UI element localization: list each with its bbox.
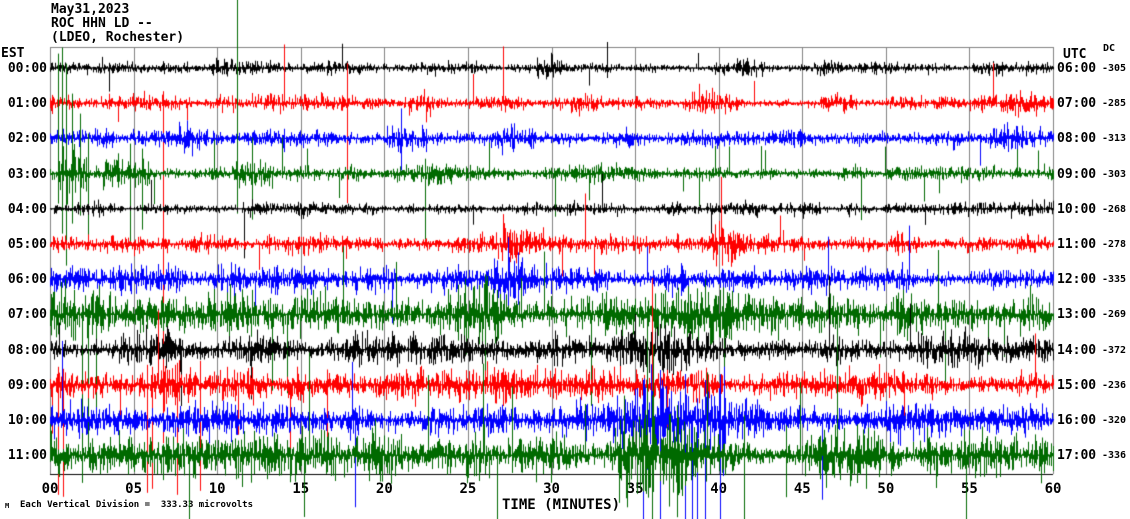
dc-value: -305 bbox=[1102, 63, 1127, 74]
dc-value: -303 bbox=[1102, 168, 1127, 180]
x-tick-label: 20 bbox=[375, 481, 393, 497]
dc-axis-label: DC bbox=[1103, 43, 1116, 54]
title-date: May31,2023 bbox=[51, 2, 130, 17]
x-tick-label: 00 bbox=[41, 481, 59, 497]
scale-note: Each Vertical Division = 333.33 microvol… bbox=[20, 500, 253, 510]
dc-value: -313 bbox=[1102, 133, 1127, 145]
x-tick-label: 60 bbox=[1044, 481, 1062, 497]
x-tick-label: 35 bbox=[626, 481, 644, 497]
utc-time-label: 11:00 bbox=[1057, 237, 1097, 252]
utc-time-label: 16:00 bbox=[1057, 413, 1097, 428]
x-tick-label: 45 bbox=[793, 481, 811, 497]
est-time-label: 00:00 bbox=[7, 61, 47, 76]
est-time-label: 02:00 bbox=[7, 131, 47, 147]
x-tick-label: 10 bbox=[208, 481, 226, 497]
time-axis-label: TIME (MINUTES) bbox=[501, 497, 621, 513]
utc-time-label: 10:00 bbox=[1057, 201, 1097, 217]
x-tick-label: 15 bbox=[292, 481, 310, 497]
utc-time-label: 07:00 bbox=[1057, 96, 1097, 112]
dc-value: -236 bbox=[1102, 379, 1127, 391]
logo-mark: M bbox=[5, 502, 10, 510]
utc-time-label: 14:00 bbox=[1057, 342, 1097, 358]
utc-time-label: 13:00 bbox=[1057, 307, 1097, 323]
est-time-label: 05:00 bbox=[7, 237, 47, 252]
utc-time-label: 12:00 bbox=[1057, 272, 1097, 288]
utc-time-label: 08:00 bbox=[1057, 131, 1097, 147]
est-time-label: 08:00 bbox=[7, 342, 47, 358]
x-tick-label: 50 bbox=[877, 481, 895, 497]
utc-time-label: 06:00 bbox=[1057, 61, 1097, 76]
est-time-label: 09:00 bbox=[7, 377, 47, 393]
x-tick-label: 55 bbox=[960, 481, 978, 497]
dc-value: -335 bbox=[1102, 274, 1127, 286]
dc-value: -278 bbox=[1102, 239, 1127, 250]
dc-value: -269 bbox=[1102, 309, 1127, 321]
x-tick-label: 40 bbox=[710, 481, 728, 497]
utc-time-label: 15:00 bbox=[1057, 377, 1097, 393]
est-time-label: 10:00 bbox=[7, 413, 47, 428]
x-tick-label: 25 bbox=[459, 481, 477, 497]
utc-axis-label: UTC bbox=[1063, 47, 1087, 62]
utc-time-label: 09:00 bbox=[1057, 166, 1097, 182]
est-time-label: 11:00 bbox=[7, 448, 47, 464]
est-time-label: 01:00 bbox=[7, 96, 47, 112]
est-time-label: 03:00 bbox=[7, 166, 47, 182]
title-network: (LDEO, Rochester) bbox=[51, 30, 185, 45]
dc-value: -336 bbox=[1102, 450, 1127, 462]
est-time-label: 06:00 bbox=[7, 272, 47, 288]
est-time-label: 07:00 bbox=[7, 307, 47, 323]
dc-value: -285 bbox=[1102, 98, 1127, 110]
dc-value: -372 bbox=[1102, 344, 1127, 356]
title-station: ROC HHN LD -- bbox=[51, 16, 153, 31]
x-tick-label: 05 bbox=[125, 481, 142, 497]
x-tick-label: 30 bbox=[543, 481, 560, 497]
est-axis-label: EST bbox=[1, 46, 25, 61]
dc-value: -320 bbox=[1102, 415, 1127, 426]
dc-value: -268 bbox=[1102, 203, 1127, 215]
utc-time-label: 17:00 bbox=[1057, 448, 1097, 464]
est-time-label: 04:00 bbox=[7, 201, 47, 217]
